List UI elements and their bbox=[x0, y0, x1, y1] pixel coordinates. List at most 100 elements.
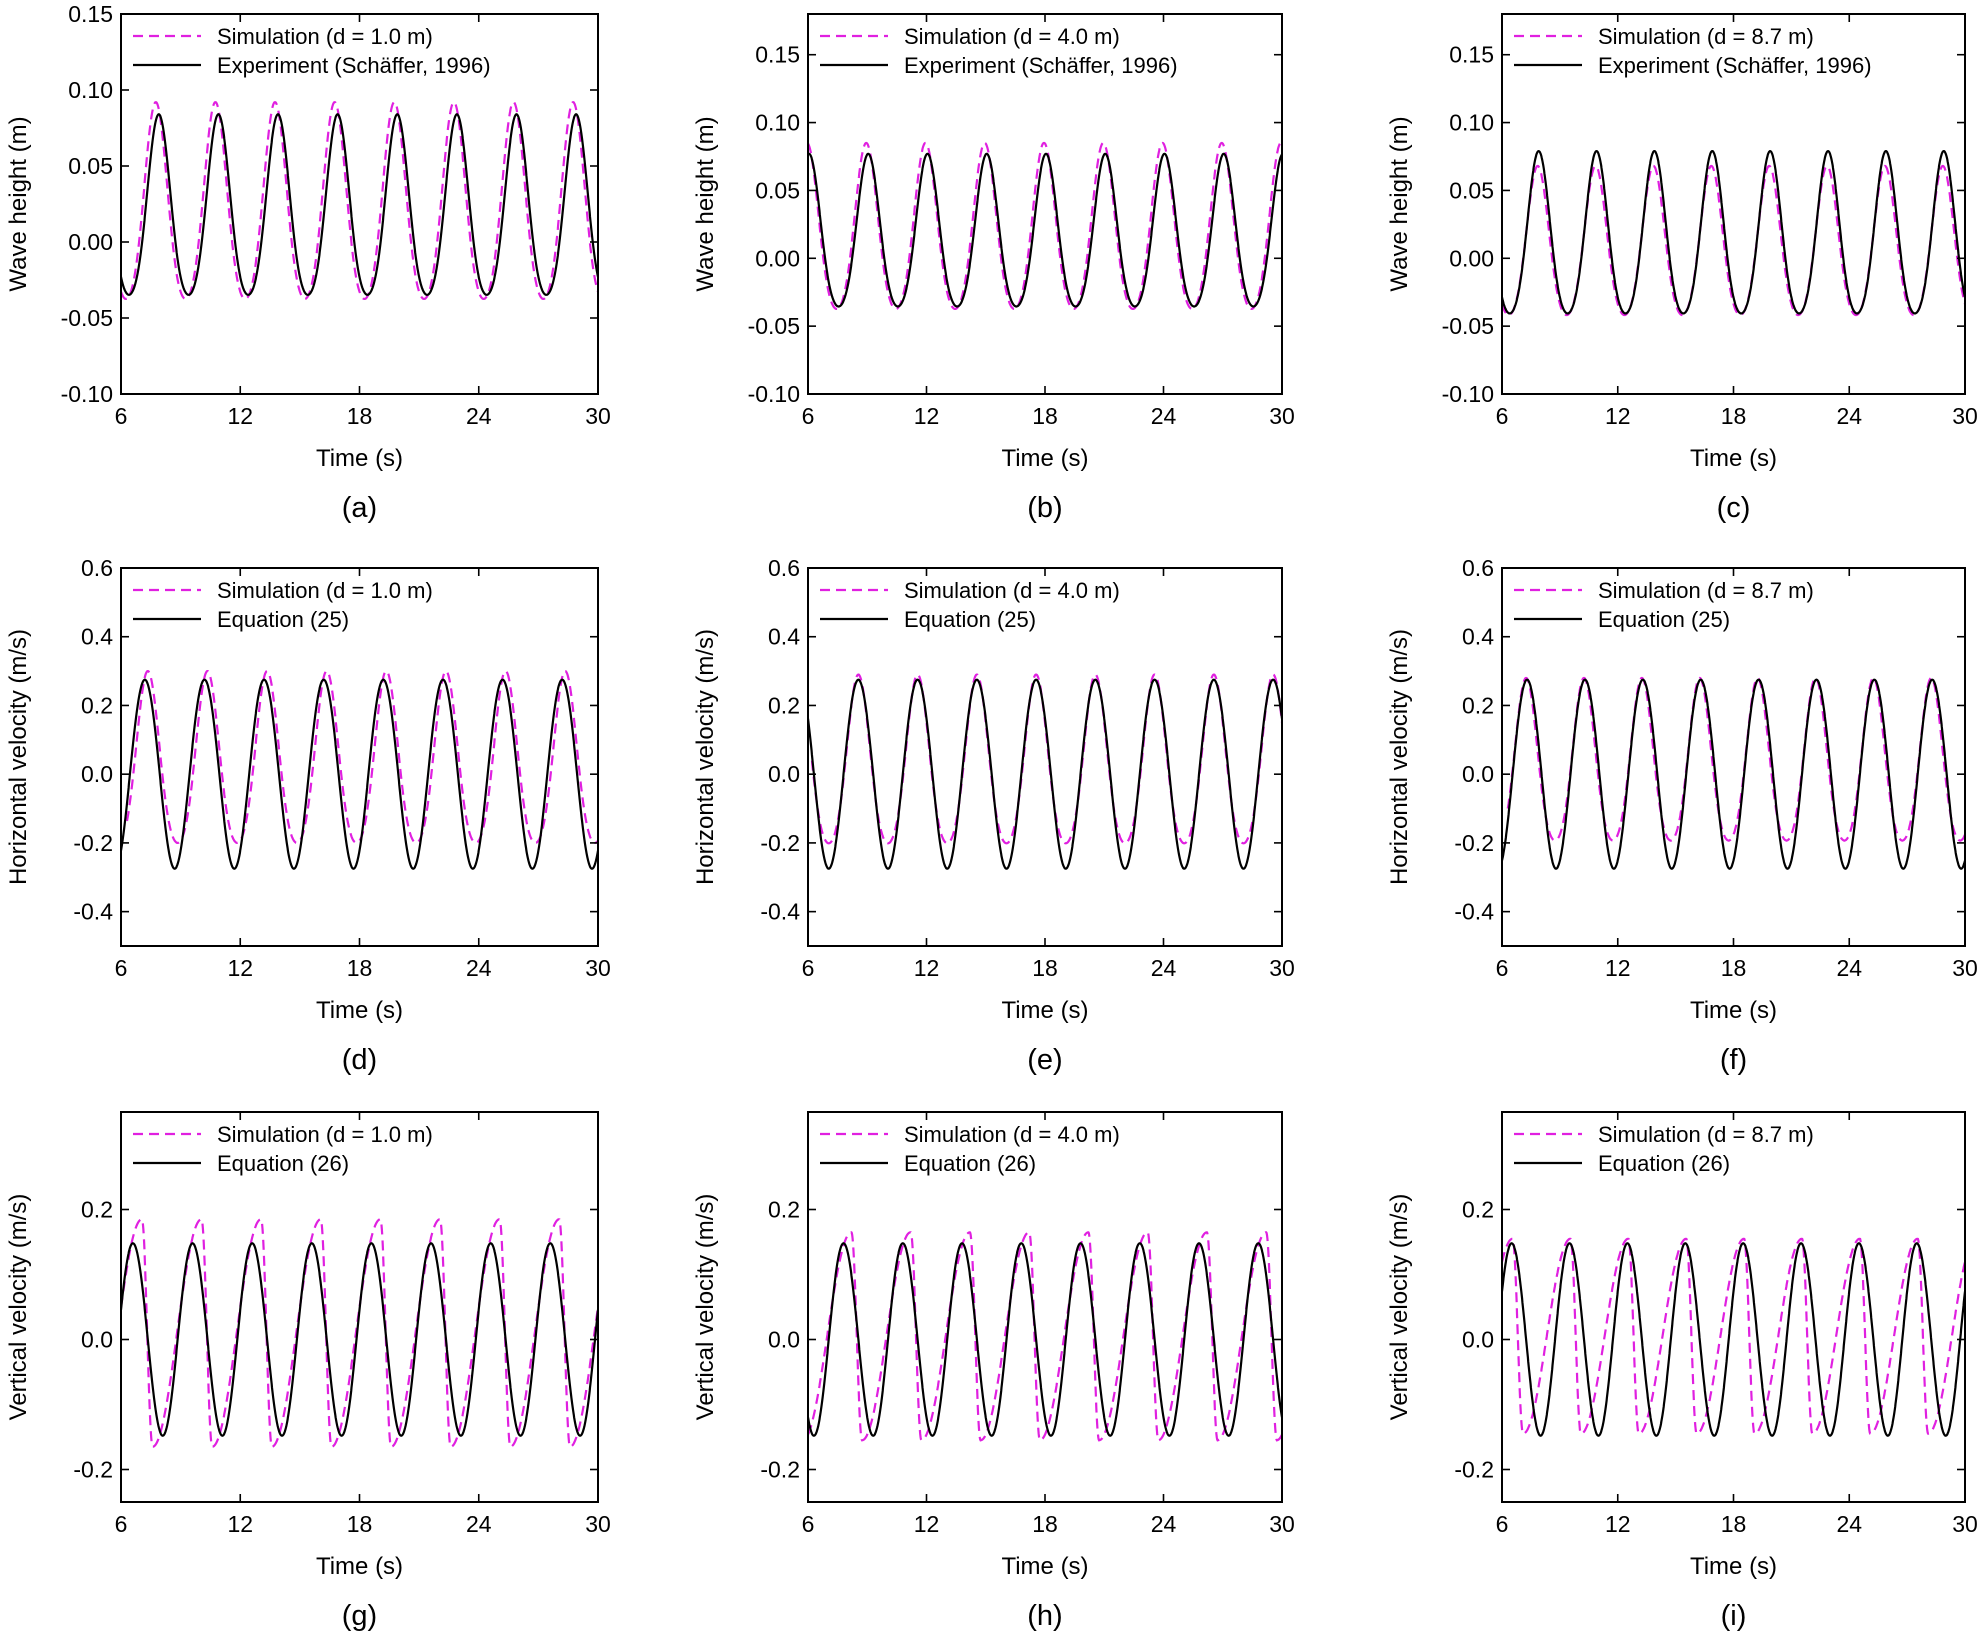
x-tick-label: 6 bbox=[1496, 955, 1509, 981]
y-tick-label: 0.6 bbox=[768, 555, 800, 581]
chart-panel-2: 6 12 18 24 30 -0.10 -0.05 0.00 0.05 0.10 0.15 Time … bbox=[692, 13, 1295, 524]
x-tick-label: 30 bbox=[1269, 403, 1295, 429]
y-tick-label: 0.15 bbox=[755, 42, 800, 68]
legend-entry: Experiment (Schäffer, 1996) bbox=[904, 53, 1178, 78]
x-tick-label: 12 bbox=[914, 403, 940, 429]
legend-entry: Experiment (Schäffer, 1996) bbox=[1598, 53, 1872, 78]
y-tick-label: -0.10 bbox=[61, 381, 113, 407]
x-tick-label: 6 bbox=[1496, 403, 1509, 429]
legend: Simulation (d = 1.0 m) Experiment (Schäff… bbox=[133, 24, 491, 78]
y-tick-label: -0.2 bbox=[73, 1457, 113, 1483]
chart-panel-5: 6 12 18 24 30 -0.4 -0.2 0.0 0.2 0.4 0.6 Time (s) Hor… bbox=[692, 555, 1295, 1076]
reference-series-line bbox=[1502, 1242, 1965, 1437]
simulation-series-line bbox=[808, 141, 1282, 310]
x-axis-title: Time (s) bbox=[316, 1553, 403, 1580]
y-axis-title: Vertical velocity (m/s) bbox=[5, 1194, 32, 1421]
legend-entry: Simulation (d = 4.0 m) bbox=[904, 578, 1120, 603]
y-tick-label: 0.0 bbox=[81, 761, 113, 787]
x-tick-label: 6 bbox=[802, 1511, 815, 1537]
x-tick-label: 12 bbox=[227, 403, 253, 429]
y-axis-title: Wave height (m) bbox=[692, 116, 719, 291]
x-tick-label: 30 bbox=[1952, 955, 1978, 981]
chart-panel-9: 6 12 18 24 30 -0.2 0.0 0.2 Time (s) Vertical velo… bbox=[1386, 1111, 1978, 1632]
x-axis-title: Time (s) bbox=[316, 997, 403, 1024]
x-tick-label: 12 bbox=[914, 1511, 940, 1537]
y-tick-label: -0.10 bbox=[748, 381, 800, 407]
y-tick-label: -0.4 bbox=[760, 899, 800, 925]
x-tick-label: 6 bbox=[115, 1511, 128, 1537]
y-tick-label: 0.2 bbox=[768, 692, 800, 718]
legend-entry: Simulation (d = 1.0 m) bbox=[217, 578, 433, 603]
x-tick-label: 6 bbox=[1496, 1511, 1509, 1537]
legend: Simulation (d = 1.0 m) Equation (26) bbox=[133, 1122, 433, 1176]
y-tick-label: 0.4 bbox=[1462, 624, 1494, 650]
y-tick-label: 0.0 bbox=[768, 761, 800, 787]
x-tick-label: 24 bbox=[1151, 1511, 1177, 1537]
reference-series-line bbox=[808, 152, 1282, 308]
plot-frame bbox=[1501, 1111, 1966, 1503]
simulation-series-line bbox=[808, 1231, 1282, 1442]
legend-entry: Equation (26) bbox=[904, 1151, 1036, 1176]
y-tick-label: -0.4 bbox=[73, 899, 113, 925]
simulation-series-line bbox=[1502, 164, 1965, 317]
y-tick-label: 0.10 bbox=[1449, 110, 1494, 136]
y-tick-label: -0.05 bbox=[61, 305, 113, 331]
y-axis-title: Vertical velocity (m/s) bbox=[692, 1194, 719, 1421]
x-tick-label: 30 bbox=[1269, 955, 1295, 981]
chart-panel-1: 6 12 18 24 30 -0.10 -0.05 0.00 0.05 0.10 0.15 Time … bbox=[5, 1, 611, 524]
reference-series-line bbox=[121, 678, 598, 870]
legend-entry: Simulation (d = 8.7 m) bbox=[1598, 578, 1814, 603]
y-tick-label: -0.2 bbox=[1454, 1457, 1494, 1483]
x-axis-title: Time (s) bbox=[1001, 1553, 1088, 1580]
plot-frame bbox=[120, 567, 599, 947]
simulation-series-line bbox=[1506, 676, 1965, 842]
y-tick-label: 0.0 bbox=[81, 1327, 113, 1353]
y-axis-title: Wave height (m) bbox=[5, 116, 32, 291]
x-tick-label: 18 bbox=[1032, 1511, 1058, 1537]
y-tick-label: 0.10 bbox=[755, 110, 800, 136]
x-tick-label: 18 bbox=[1032, 955, 1058, 981]
legend-entry: Equation (25) bbox=[1598, 607, 1730, 632]
y-tick-label: -0.2 bbox=[760, 1457, 800, 1483]
y-tick-label: 0.05 bbox=[755, 177, 800, 203]
x-tick-label: 30 bbox=[1952, 1511, 1978, 1537]
panel-label: (a) bbox=[342, 492, 377, 524]
x-tick-label: 30 bbox=[585, 955, 611, 981]
y-tick-label: -0.2 bbox=[73, 830, 113, 856]
x-tick-label: 30 bbox=[1269, 1511, 1295, 1537]
x-tick-label: 18 bbox=[347, 955, 373, 981]
legend-entry: Simulation (d = 1.0 m) bbox=[217, 24, 433, 49]
legend: Simulation (d = 4.0 m) Equation (26) bbox=[820, 1122, 1120, 1176]
reference-series-line bbox=[1502, 149, 1965, 315]
panel-label: (h) bbox=[1027, 1600, 1062, 1632]
x-tick-label: 12 bbox=[1605, 403, 1631, 429]
panel-label: (e) bbox=[1027, 1044, 1062, 1076]
y-tick-label: -0.10 bbox=[1442, 381, 1494, 407]
simulation-series-line bbox=[810, 673, 1282, 845]
x-tick-label: 6 bbox=[115, 955, 128, 981]
y-tick-label: 0.00 bbox=[68, 229, 113, 255]
legend: Simulation (d = 4.0 m) Equation (25) bbox=[820, 578, 1120, 632]
legend-entry: Simulation (d = 1.0 m) bbox=[217, 1122, 433, 1147]
y-axis-title: Vertical velocity (m/s) bbox=[1386, 1194, 1413, 1421]
y-tick-label: 0.4 bbox=[81, 624, 113, 650]
chart-panel-6: 6 12 18 24 30 -0.4 -0.2 0.0 0.2 0.4 0.6 Time (s) Hor… bbox=[1386, 555, 1978, 1076]
x-tick-label: 18 bbox=[1721, 955, 1747, 981]
simulation-series-line bbox=[121, 101, 598, 300]
simulation-series-line bbox=[1502, 1237, 1965, 1435]
y-tick-label: 0.15 bbox=[68, 1, 113, 27]
x-tick-label: 24 bbox=[1836, 1511, 1862, 1537]
legend-entry: Simulation (d = 8.7 m) bbox=[1598, 1122, 1814, 1147]
legend-entry: Equation (26) bbox=[1598, 1151, 1730, 1176]
legend-entry: Equation (25) bbox=[904, 607, 1036, 632]
y-axis-title: Horizontal velocity (m/s) bbox=[692, 629, 719, 885]
y-tick-label: 0.2 bbox=[1462, 1197, 1494, 1223]
x-tick-label: 18 bbox=[1721, 1511, 1747, 1537]
y-tick-label: 0.0 bbox=[1462, 1327, 1494, 1353]
x-tick-label: 18 bbox=[347, 403, 373, 429]
y-tick-label: 0.2 bbox=[81, 692, 113, 718]
legend-entry: Simulation (d = 8.7 m) bbox=[1598, 24, 1814, 49]
y-tick-label: 0.05 bbox=[1449, 177, 1494, 203]
x-axis-title: Time (s) bbox=[1690, 1553, 1777, 1580]
y-tick-label: 0.0 bbox=[768, 1327, 800, 1353]
